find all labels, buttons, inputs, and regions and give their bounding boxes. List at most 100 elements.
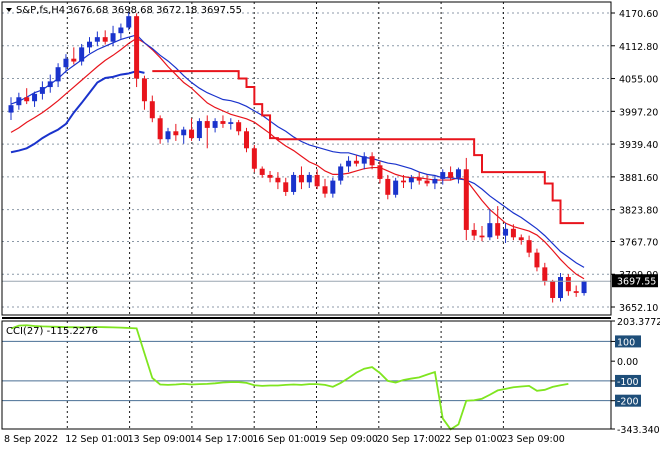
candle-body — [448, 172, 454, 178]
cci-panel — [2, 324, 611, 431]
cci-tick-label: -343.3404 — [617, 425, 660, 436]
candle-body — [369, 156, 375, 166]
candle-body — [244, 131, 249, 149]
candle-body — [495, 223, 501, 236]
price-tick-label: 4170.60 — [619, 9, 658, 20]
candle-body — [338, 166, 344, 181]
candle-body — [220, 121, 226, 124]
candle-body — [503, 228, 509, 236]
candle-body — [416, 177, 422, 181]
main-panel-frame — [1, 1, 612, 316]
candle-body — [291, 174, 297, 192]
candle-body — [189, 129, 195, 139]
cci-tick-label: -100 — [617, 377, 639, 388]
candle-body — [471, 229, 477, 236]
candle-body — [157, 118, 163, 140]
time-tick-label: 16 Sep 01:00 — [252, 434, 315, 445]
candle-body — [558, 277, 563, 298]
candle-body — [134, 16, 140, 79]
price-tag-label: 3697.55 — [617, 277, 656, 288]
time-tick-label: 8 Sep 2022 — [4, 434, 58, 445]
cci-panel-frame — [1, 320, 612, 430]
candle-body — [173, 131, 179, 136]
price-tick-label: 3823.80 — [619, 206, 658, 217]
candle-body — [181, 129, 187, 136]
candle-body — [118, 27, 124, 34]
candle-body — [212, 121, 218, 128]
candle-body — [526, 240, 532, 253]
candle-body — [196, 121, 202, 139]
candle-body — [322, 186, 328, 194]
candle-body — [361, 156, 367, 164]
candle-body — [110, 33, 116, 42]
candle-body — [432, 178, 438, 184]
candle-body — [573, 291, 579, 293]
candle-body — [518, 237, 524, 241]
candle-body — [141, 78, 147, 102]
dropdown-triangle-icon[interactable] — [6, 8, 12, 12]
time-tick-label: 12 Sep 01:00 — [65, 434, 128, 445]
candle-body — [306, 174, 312, 183]
series-line-2 — [10, 70, 145, 154]
price-tag-bg — [612, 274, 658, 288]
candle-body — [393, 180, 399, 195]
candle-body — [550, 280, 556, 298]
price-tick-label: 4112.80 — [619, 42, 658, 53]
ohlc-label: 3676.68 3698.68 3672.18 3697.55 — [67, 5, 242, 16]
time-tick-label: 13 Sep 09:00 — [128, 434, 191, 445]
candle-body — [283, 182, 289, 192]
candle-body — [267, 174, 273, 178]
candle-body — [259, 168, 265, 175]
candle-body — [510, 228, 516, 238]
symbol-label: S&P,fs,H4 — [16, 5, 65, 16]
series-line-0 — [10, 37, 585, 280]
candle-body — [542, 267, 548, 281]
time-tick-label: 20 Sep 17:00 — [377, 434, 440, 445]
candle-body — [47, 81, 53, 88]
time-tick-label: 14 Sep 17:00 — [190, 434, 253, 445]
candle-body — [377, 165, 383, 179]
candle-body — [463, 169, 469, 230]
candle-body — [330, 180, 336, 194]
candle-body — [24, 97, 30, 102]
cci-tick-label: 100 — [617, 337, 635, 348]
candle-body — [455, 169, 461, 178]
candle-body — [32, 93, 38, 102]
candle-body — [251, 148, 257, 169]
price-tick-label: 3881.60 — [619, 173, 658, 184]
cci-axis: 203.3772 100 0.00 -100 -200 -343.3404 — [611, 317, 660, 436]
time-tick-label: 23 Sep 09:00 — [501, 434, 564, 445]
price-tick-label: 3767.70 — [619, 237, 658, 248]
cci-level-tag-bg — [615, 374, 641, 387]
candle-body — [314, 174, 320, 187]
candle-body — [385, 178, 391, 195]
time-tick-label: 22 Sep 01:00 — [439, 434, 502, 445]
cci-label: CCI(27) -115.2276 — [6, 326, 98, 337]
cci-tick-label: 0.00 — [617, 357, 638, 368]
price-tick-label: 3939.40 — [619, 140, 658, 151]
candle-body — [126, 16, 132, 28]
cci-line — [10, 324, 569, 431]
candle-body — [479, 235, 485, 238]
cci-tick-label: -200 — [617, 397, 639, 408]
price-tick-label: 3997.20 — [619, 107, 658, 118]
candle-body — [275, 177, 281, 183]
candle-body — [94, 37, 100, 42]
cci-level-tag-bg — [615, 394, 641, 407]
candle-body — [298, 174, 304, 183]
candle-body — [346, 160, 352, 167]
price-tick-label: 3652.10 — [619, 303, 658, 314]
price-axis: 4170.60 4112.80 4055.00 3997.20 3939.40 3881.… — [611, 9, 658, 314]
candle-body — [79, 47, 85, 62]
candle-body — [63, 58, 69, 68]
candle-body — [236, 122, 242, 132]
candle-body — [565, 277, 571, 292]
candle-body — [204, 121, 210, 128]
candle-body — [401, 180, 406, 183]
price-tick-label: 4055.00 — [619, 75, 658, 86]
candle-body — [424, 180, 430, 184]
